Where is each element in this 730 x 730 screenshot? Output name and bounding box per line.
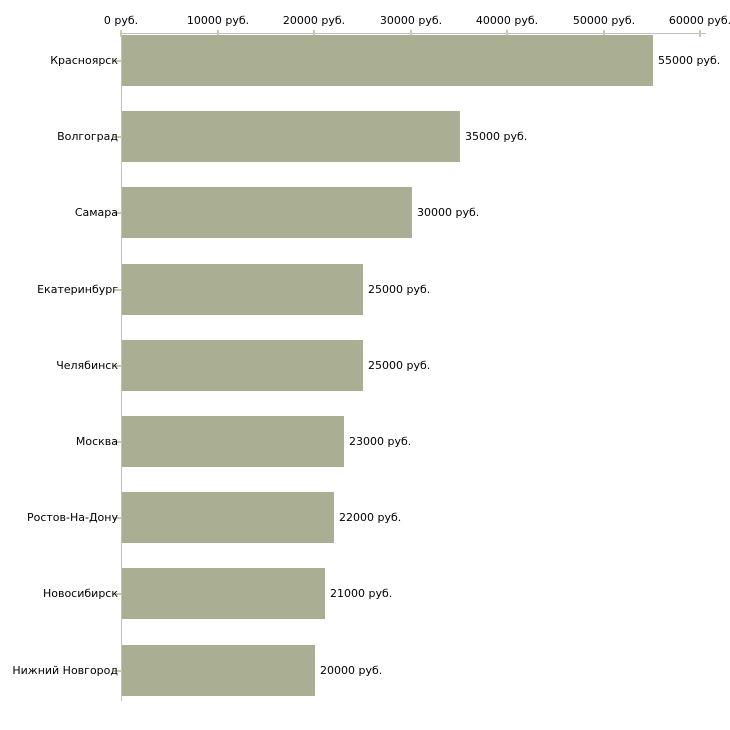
bar-3 <box>122 187 412 238</box>
y-axis-tick <box>114 593 121 595</box>
bar-7 <box>122 492 334 543</box>
bar-value-label: 35000 руб. <box>465 130 528 143</box>
x-axis-tick <box>410 30 412 37</box>
bar-value-label: 25000 руб. <box>368 283 431 296</box>
x-axis-tick-label: 0 руб. <box>103 14 139 27</box>
bar-6 <box>122 416 344 467</box>
y-axis-category-label: Ростов-На-Дону <box>26 511 118 524</box>
y-axis-category-label: Красноярск <box>50 54 118 67</box>
bar-value-label: 23000 руб. <box>349 435 412 448</box>
x-axis-tick <box>313 30 315 37</box>
y-axis-category-label: Екатеринбург <box>37 283 118 296</box>
y-axis-tick <box>114 60 121 62</box>
x-axis-tick <box>217 30 219 37</box>
bar-value-label: 55000 руб. <box>658 54 721 67</box>
y-axis-category-label: Нижний Новгород <box>12 664 118 677</box>
bar-2 <box>122 111 460 162</box>
x-axis-tick <box>506 30 508 37</box>
bar-4 <box>122 264 363 315</box>
y-axis-tick <box>114 670 121 672</box>
bar-value-label: 25000 руб. <box>368 359 431 372</box>
bar-8 <box>122 568 325 619</box>
x-axis-tick-label: 50000 руб. <box>572 14 636 27</box>
x-axis-line <box>121 33 706 34</box>
bar-5 <box>122 340 363 391</box>
x-axis-tick <box>603 30 605 37</box>
bar-9 <box>122 645 315 696</box>
y-axis-tick <box>114 441 121 443</box>
x-axis-tick <box>120 30 122 37</box>
bar-value-label: 20000 руб. <box>320 664 383 677</box>
bar-value-label: 21000 руб. <box>330 587 393 600</box>
y-axis-category-label: Москва <box>75 435 118 448</box>
y-axis-category-label: Челябинск <box>56 359 118 372</box>
y-axis-category-label: Волгоград <box>57 130 118 143</box>
x-axis-tick <box>699 30 701 37</box>
x-axis-tick-label: 60000 руб. <box>668 14 730 27</box>
bar-value-label: 22000 руб. <box>339 511 402 524</box>
x-axis-tick-label: 40000 руб. <box>475 14 539 27</box>
y-axis-category-label: Самара <box>74 206 118 219</box>
y-axis-tick <box>114 365 121 367</box>
y-axis-tick <box>114 517 121 519</box>
bar-value-label: 30000 руб. <box>417 206 480 219</box>
y-axis-tick <box>114 289 121 291</box>
y-axis-tick <box>114 136 121 138</box>
x-axis-tick-label: 20000 руб. <box>282 14 346 27</box>
bar-1 <box>122 35 653 86</box>
x-axis-tick-label: 30000 руб. <box>379 14 443 27</box>
y-axis-category-label: Новосибирск <box>42 587 118 600</box>
x-axis-tick-label: 10000 руб. <box>186 14 250 27</box>
y-axis-line <box>121 33 122 701</box>
y-axis-tick <box>114 212 121 214</box>
